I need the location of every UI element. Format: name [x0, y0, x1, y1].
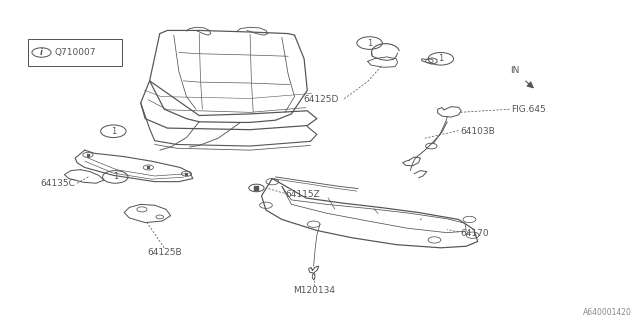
Text: 1: 1 — [113, 172, 118, 181]
Text: FIG.645: FIG.645 — [511, 105, 545, 114]
Text: 64125B: 64125B — [147, 248, 182, 257]
Text: M120134: M120134 — [292, 286, 335, 295]
Text: 1: 1 — [367, 38, 372, 48]
Text: i: i — [40, 48, 43, 57]
Text: 1: 1 — [438, 54, 444, 63]
Text: 64115Z: 64115Z — [285, 190, 320, 199]
Text: 64103B: 64103B — [460, 127, 495, 136]
Text: A640001420: A640001420 — [582, 308, 632, 317]
Text: 64170: 64170 — [460, 229, 488, 238]
Text: Q710007: Q710007 — [54, 48, 96, 57]
Text: 64135C: 64135C — [40, 179, 76, 188]
Text: IN: IN — [509, 66, 519, 75]
Text: 1: 1 — [111, 127, 116, 136]
FancyBboxPatch shape — [28, 39, 122, 66]
Text: 64125D: 64125D — [304, 95, 339, 104]
